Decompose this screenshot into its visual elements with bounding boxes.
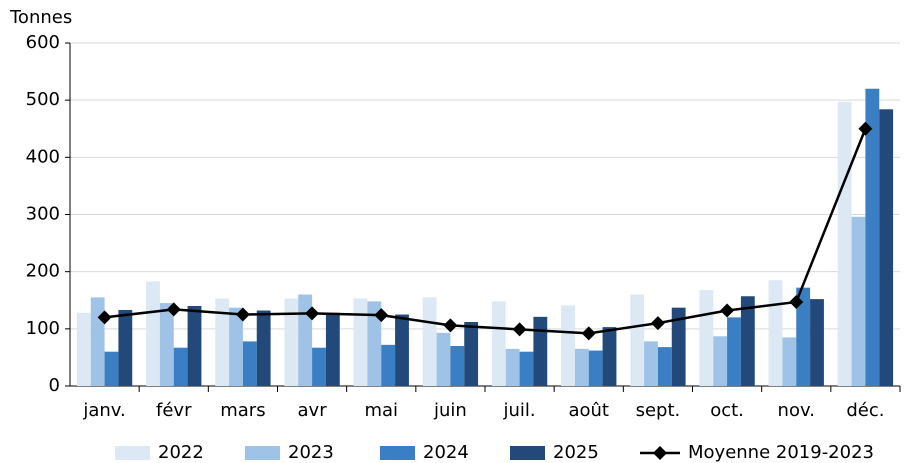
bar: [630, 294, 645, 386]
x-tick-label: mars: [220, 400, 265, 421]
bar: [146, 281, 160, 386]
x-tick-label: mai: [364, 400, 398, 421]
bar: [865, 88, 880, 386]
bar: [464, 321, 479, 386]
marker: [858, 121, 873, 136]
bar: [837, 101, 852, 387]
bar: [602, 327, 617, 386]
bar: [229, 307, 243, 386]
bar: [76, 312, 91, 386]
bar: [325, 312, 340, 386]
x-tick-label: janv.: [82, 400, 125, 421]
legend-label: 2025: [553, 442, 599, 463]
bar: [644, 341, 658, 386]
legend-label: Moyenne 2019-2023: [688, 442, 874, 463]
bar: [519, 351, 534, 386]
legend-swatch: [380, 446, 415, 460]
marker: [166, 302, 181, 317]
bar: [713, 336, 728, 386]
y-axis-label: Tonnes: [9, 7, 72, 28]
y-tick-label: 500: [26, 89, 60, 110]
bar: [699, 289, 714, 386]
bar: [353, 298, 368, 386]
x-tick-label: juil.: [503, 400, 536, 421]
x-tick-label: nov.: [778, 400, 815, 421]
bar: [256, 310, 271, 386]
bar: [367, 301, 382, 386]
y-tick-label: 100: [26, 318, 60, 339]
y-tick-label: 300: [26, 204, 60, 225]
y-tick-label: 600: [26, 32, 60, 53]
bar: [159, 303, 174, 386]
legend-swatch: [510, 446, 545, 460]
legend-marker: [653, 446, 667, 460]
legend-swatch: [245, 446, 280, 460]
bar: [284, 298, 299, 386]
bar: [740, 296, 755, 386]
legend-label: 2023: [288, 442, 334, 463]
bar: [588, 350, 603, 386]
bar: [796, 287, 811, 386]
bar: [381, 344, 396, 386]
x-tick-label: oct.: [710, 400, 744, 421]
bar: [533, 316, 548, 386]
marker: [650, 316, 665, 331]
y-tick-label: 200: [26, 261, 60, 282]
x-tick-label: déc.: [846, 400, 884, 421]
bar: [505, 348, 520, 386]
bar: [436, 332, 451, 386]
bar: [173, 347, 188, 386]
marker: [789, 294, 804, 309]
bar: [104, 351, 119, 386]
bar: [657, 347, 672, 386]
x-tick-label: avr: [298, 400, 328, 421]
bar: [450, 345, 465, 386]
bar: [810, 299, 824, 386]
line: [104, 128, 867, 335]
bar: [574, 348, 589, 386]
bar: [242, 341, 257, 386]
bar: [312, 347, 326, 386]
legend-label: 2022: [158, 442, 204, 463]
bar: [395, 314, 409, 386]
bar: [491, 301, 506, 386]
marker: [374, 308, 389, 323]
legend-label: 2024: [423, 442, 469, 463]
bar: [298, 294, 313, 386]
legend-swatch: [115, 446, 150, 460]
marker: [720, 303, 735, 318]
marker: [581, 326, 596, 341]
x-tick-label: août: [568, 400, 609, 421]
bar: [187, 305, 202, 386]
bar: [782, 337, 797, 386]
marker: [305, 306, 320, 321]
bar: [422, 297, 437, 386]
bar: [118, 309, 133, 386]
marker: [235, 307, 250, 322]
x-tick-label: févr: [156, 400, 192, 421]
bar: [671, 307, 686, 386]
bar: [727, 317, 741, 386]
x-tick-label: juin: [433, 400, 467, 421]
marker: [97, 310, 112, 325]
bar: [851, 216, 866, 386]
bar: [879, 109, 894, 387]
marker: [512, 322, 527, 337]
marker: [443, 318, 458, 333]
y-tick-label: 400: [26, 146, 60, 167]
bar: [215, 298, 230, 386]
bar: [561, 305, 575, 386]
bar: [768, 280, 783, 386]
y-tick-label: 0: [49, 375, 60, 396]
x-tick-label: sept.: [636, 400, 681, 421]
bar: [90, 297, 105, 386]
